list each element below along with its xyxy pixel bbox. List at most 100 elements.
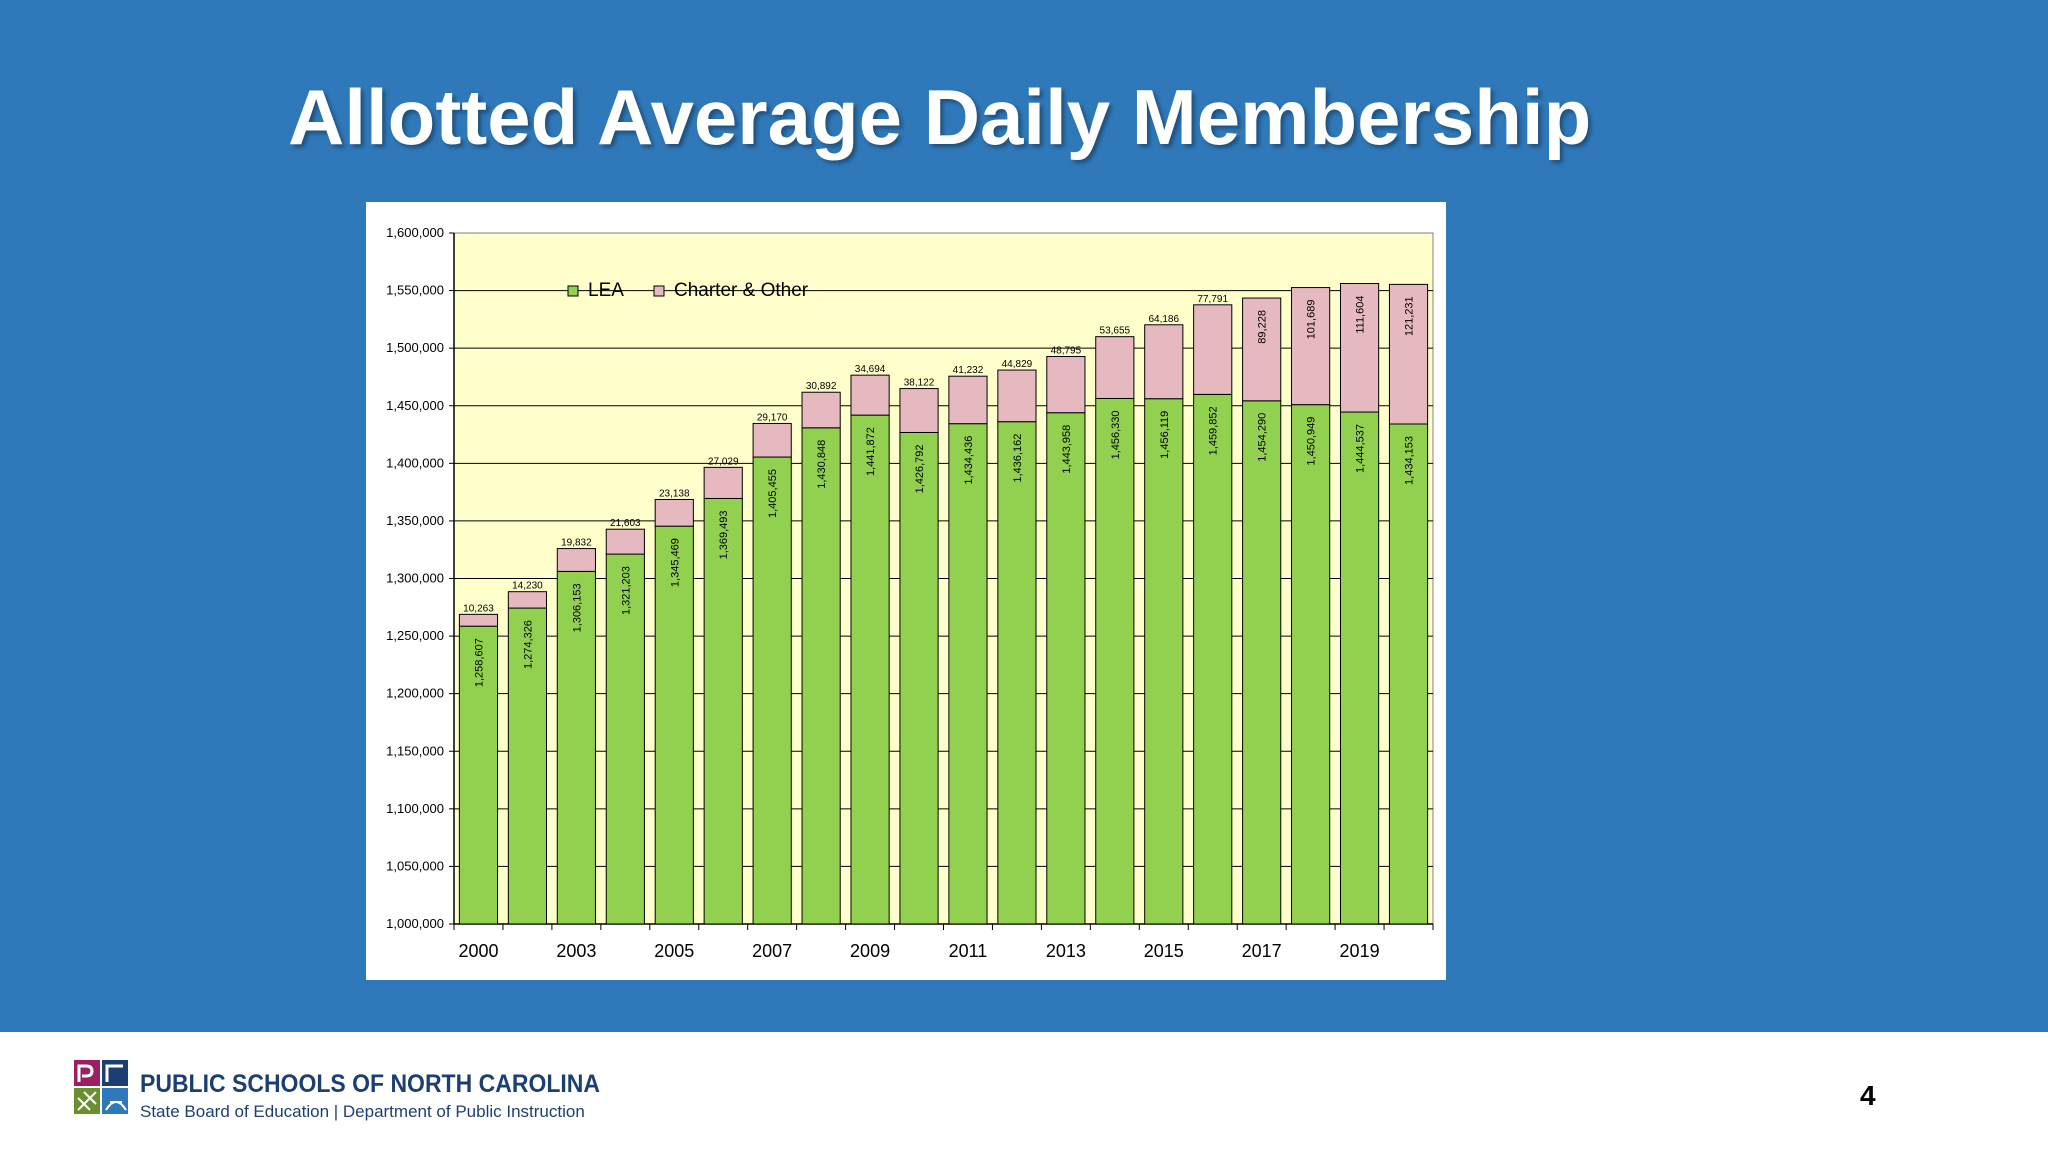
bar-lea xyxy=(1242,400,1282,925)
bar-charter xyxy=(556,548,596,572)
data-label-charter: 27,029 xyxy=(708,456,739,467)
bar-charter xyxy=(1339,283,1380,413)
x-tick-label: 2000 xyxy=(458,941,498,961)
data-label-charter: 111,604 xyxy=(1355,296,1367,334)
y-tick-label: 1,400,000 xyxy=(386,455,444,470)
data-label-lea: 1,321,203 xyxy=(620,566,632,615)
legend-label-lea: LEA xyxy=(588,280,624,301)
bar-charter xyxy=(1144,324,1184,400)
data-label-charter: 77,791 xyxy=(1197,294,1228,305)
bar-lea xyxy=(1291,404,1331,925)
bar-charter xyxy=(801,391,841,429)
x-tick-label: 2015 xyxy=(1144,941,1184,961)
y-tick-label: 1,600,000 xyxy=(386,225,444,240)
y-tick-label: 1,250,000 xyxy=(386,628,444,643)
x-tick-label: 2009 xyxy=(850,941,890,961)
data-label-lea: 1,426,792 xyxy=(914,444,926,493)
data-label-lea: 1,454,290 xyxy=(1257,413,1269,462)
org-subtitle: State Board of Education | Department of… xyxy=(140,1102,585,1121)
x-tick-label: 2011 xyxy=(949,941,988,961)
y-tick-label: 1,200,000 xyxy=(386,686,444,701)
data-label-charter: 48,795 xyxy=(1051,346,1082,357)
data-label-lea: 1,369,493 xyxy=(718,510,730,559)
y-tick-label: 1,100,000 xyxy=(386,801,444,816)
bar-charter xyxy=(1388,283,1429,425)
data-label-charter: 41,232 xyxy=(953,365,984,376)
data-label-charter: 101,689 xyxy=(1306,300,1318,340)
y-tick-label: 1,550,000 xyxy=(386,283,444,298)
bar-lea xyxy=(458,625,499,925)
x-tick-label: 2017 xyxy=(1242,941,1282,961)
bar-charter xyxy=(899,388,939,433)
data-label-charter: 23,138 xyxy=(659,488,690,499)
data-label-lea: 1,274,326 xyxy=(522,620,534,669)
bar-lea xyxy=(1193,393,1233,925)
slide-footer: PUBLIC SCHOOLS OF NORTH CAROLINA State B… xyxy=(0,1032,2048,1152)
bar-lea xyxy=(1046,412,1086,925)
bar-lea xyxy=(1388,423,1429,925)
data-label-charter: 89,228 xyxy=(1257,310,1269,344)
y-tick-label: 1,500,000 xyxy=(386,340,444,355)
data-label-lea: 1,345,469 xyxy=(669,538,681,587)
bar-lea xyxy=(801,427,841,925)
data-label-charter: 121,231 xyxy=(1404,296,1416,336)
data-label-charter: 10,263 xyxy=(463,603,494,614)
data-label-lea: 1,434,153 xyxy=(1404,436,1416,485)
bar-lea xyxy=(703,497,743,925)
data-label-charter: 30,892 xyxy=(806,381,837,392)
y-tick-label: 1,350,000 xyxy=(386,513,444,528)
bar-charter xyxy=(752,422,792,458)
bar-charter xyxy=(458,613,499,627)
x-tick-label: 2013 xyxy=(1046,941,1086,961)
bar-charter xyxy=(1095,336,1135,399)
bar-lea xyxy=(850,414,890,925)
data-label-lea: 1,306,153 xyxy=(571,583,583,632)
stacked-bar-chart: 1,000,000 1,050,000 1,100,000 1,150,000 1,20… xyxy=(386,225,1434,961)
bar-charter xyxy=(1291,287,1331,406)
data-label-charter: 29,170 xyxy=(757,412,788,423)
legend-swatch-charter xyxy=(653,285,665,297)
data-label-charter: 44,829 xyxy=(1002,359,1033,370)
bar-lea xyxy=(752,456,792,925)
chart-area: 1,000,000 1,050,000 1,100,000 1,150,000 1,20… xyxy=(366,202,1446,980)
legend-label-charter: Charter & Other xyxy=(674,280,809,301)
legend-swatch-lea xyxy=(567,285,579,297)
data-label-lea: 1,430,848 xyxy=(816,440,828,489)
bar-lea xyxy=(948,423,988,925)
y-tick-label: 1,000,000 xyxy=(386,916,444,931)
x-tick-label: 2005 xyxy=(654,941,694,961)
y-tick-label: 1,150,000 xyxy=(386,743,444,758)
data-label-lea: 1,434,436 xyxy=(963,436,975,485)
data-label-lea: 1,441,872 xyxy=(865,427,877,476)
bar-lea xyxy=(507,607,548,925)
page-number: 4 xyxy=(1860,1080,1876,1111)
data-label-lea: 1,444,537 xyxy=(1355,424,1367,473)
data-label-lea: 1,456,119 xyxy=(1159,411,1171,459)
bar-lea xyxy=(556,570,596,925)
bar-charter xyxy=(654,498,694,527)
data-label-charter: 21,603 xyxy=(610,518,641,529)
data-label-lea: 1,405,455 xyxy=(767,469,779,518)
bar-charter xyxy=(1242,297,1282,402)
data-label-charter: 53,655 xyxy=(1100,326,1131,337)
bar-lea xyxy=(899,431,939,925)
data-label-charter: 64,186 xyxy=(1148,314,1179,325)
y-tick-label: 1,450,000 xyxy=(386,398,444,413)
y-tick-label: 1,050,000 xyxy=(386,858,444,873)
x-tick-label: 2003 xyxy=(556,941,596,961)
data-label-lea: 1,450,949 xyxy=(1306,417,1318,466)
bar-lea xyxy=(1095,397,1135,925)
bar-charter xyxy=(850,374,890,416)
org-name: PUBLIC SCHOOLS OF NORTH CAROLINA xyxy=(140,1070,600,1098)
bar-charter xyxy=(948,375,988,425)
data-label-charter: 34,694 xyxy=(855,364,886,375)
bar-lea xyxy=(997,421,1037,925)
slide-background: Allotted Average Daily Membership 1,000,… xyxy=(0,0,2048,1032)
data-label-lea: 1,459,852 xyxy=(1208,406,1220,455)
data-label-charter: 14,230 xyxy=(512,581,543,592)
data-label-lea: 1,436,162 xyxy=(1012,434,1024,483)
data-label-charter: 19,832 xyxy=(561,538,592,549)
bar-charter xyxy=(1046,356,1086,414)
bar-charter xyxy=(605,528,645,555)
bar-charter xyxy=(507,591,548,609)
